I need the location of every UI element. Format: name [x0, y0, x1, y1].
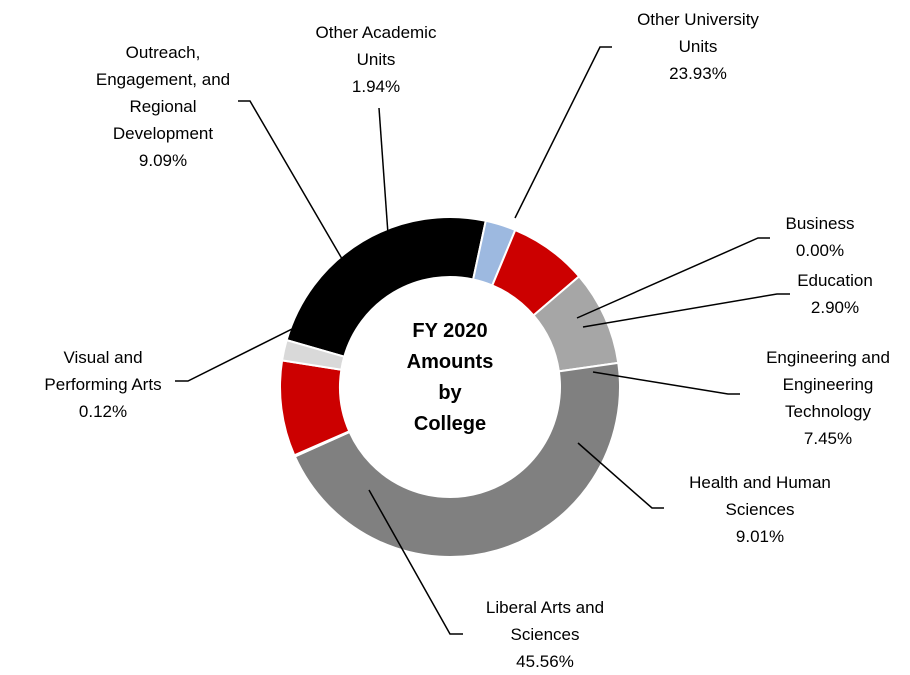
slice-label-engineering-and-engineering-technology: Technology [785, 402, 872, 421]
slice-label-visual-and-performing-arts: Performing Arts [44, 375, 161, 394]
center-title-line-3: by [438, 382, 462, 404]
center-title: FY 2020 Amounts by College [407, 320, 494, 435]
value-label-outreach-engagement-and-regional-development: 9.09% [139, 151, 187, 170]
donut-slices [279, 216, 621, 558]
slice-label-health-and-human-sciences: Health and Human [689, 473, 831, 492]
slice-label-liberal-arts-and-sciences: Sciences [511, 625, 580, 644]
center-title-line-4: College [414, 413, 486, 435]
slice-label-other-university-units: Other University [637, 10, 759, 29]
slice-label-health-and-human-sciences: Sciences [726, 500, 795, 519]
value-label-health-and-human-sciences: 9.01% [736, 527, 784, 546]
value-label-other-university-units: 23.93% [669, 64, 727, 83]
leader-line-other-university-units [514, 46, 612, 219]
value-label-liberal-arts-and-sciences: 45.56% [516, 652, 574, 671]
leader-lines [175, 46, 790, 635]
slice-label-engineering-and-engineering-technology: Engineering and [766, 348, 890, 367]
leader-line-engineering-and-engineering-technology [592, 371, 740, 395]
value-label-education: 2.90% [811, 298, 859, 317]
slice-label-other-academic-units: Units [357, 50, 396, 69]
value-label-engineering-and-engineering-technology: 7.45% [804, 429, 852, 448]
slice-other-academic-units [280, 338, 346, 371]
leader-line-liberal-arts-and-sciences [368, 489, 463, 635]
leader-line-education [582, 293, 790, 328]
center-title-line-1: FY 2020 [412, 320, 487, 342]
slice-label-liberal-arts-and-sciences: Liberal Arts and [486, 598, 604, 617]
leader-line-other-academic-units [378, 107, 390, 249]
value-label-other-academic-units: 1.94% [352, 77, 400, 96]
center-title-line-2: Amounts [407, 351, 494, 373]
slice-label-outreach-engagement-and-regional-development: Engagement, and [96, 70, 230, 89]
value-label-visual-and-performing-arts: 0.12% [79, 402, 127, 421]
slice-label-outreach-engagement-and-regional-development: Outreach, [126, 43, 201, 62]
leader-line-visual-and-performing-arts [175, 310, 329, 382]
leader-line-outreach-engagement-and-regional-development [238, 100, 353, 277]
slice-label-other-university-units: Units [679, 37, 718, 56]
leader-line-business [576, 237, 770, 319]
slice-label-business: Business [786, 214, 855, 233]
leader-line-health-and-human-sciences [577, 442, 664, 509]
slice-liberal-arts-and-sciences [293, 361, 621, 558]
slice-label-visual-and-performing-arts: Visual and [63, 348, 142, 367]
slice-label-outreach-engagement-and-regional-development: Regional [129, 97, 196, 116]
slice-labels: Other University Units 23.93% Business 0.00%… [44, 10, 889, 671]
slice-label-education: Education [797, 271, 873, 290]
slice-label-outreach-engagement-and-regional-development: Development [113, 124, 213, 143]
value-label-business: 0.00% [796, 241, 844, 260]
slice-label-engineering-and-engineering-technology: Engineering [783, 375, 874, 394]
slice-label-other-academic-units: Other Academic [316, 23, 437, 42]
slice-other-university-units [285, 216, 487, 358]
